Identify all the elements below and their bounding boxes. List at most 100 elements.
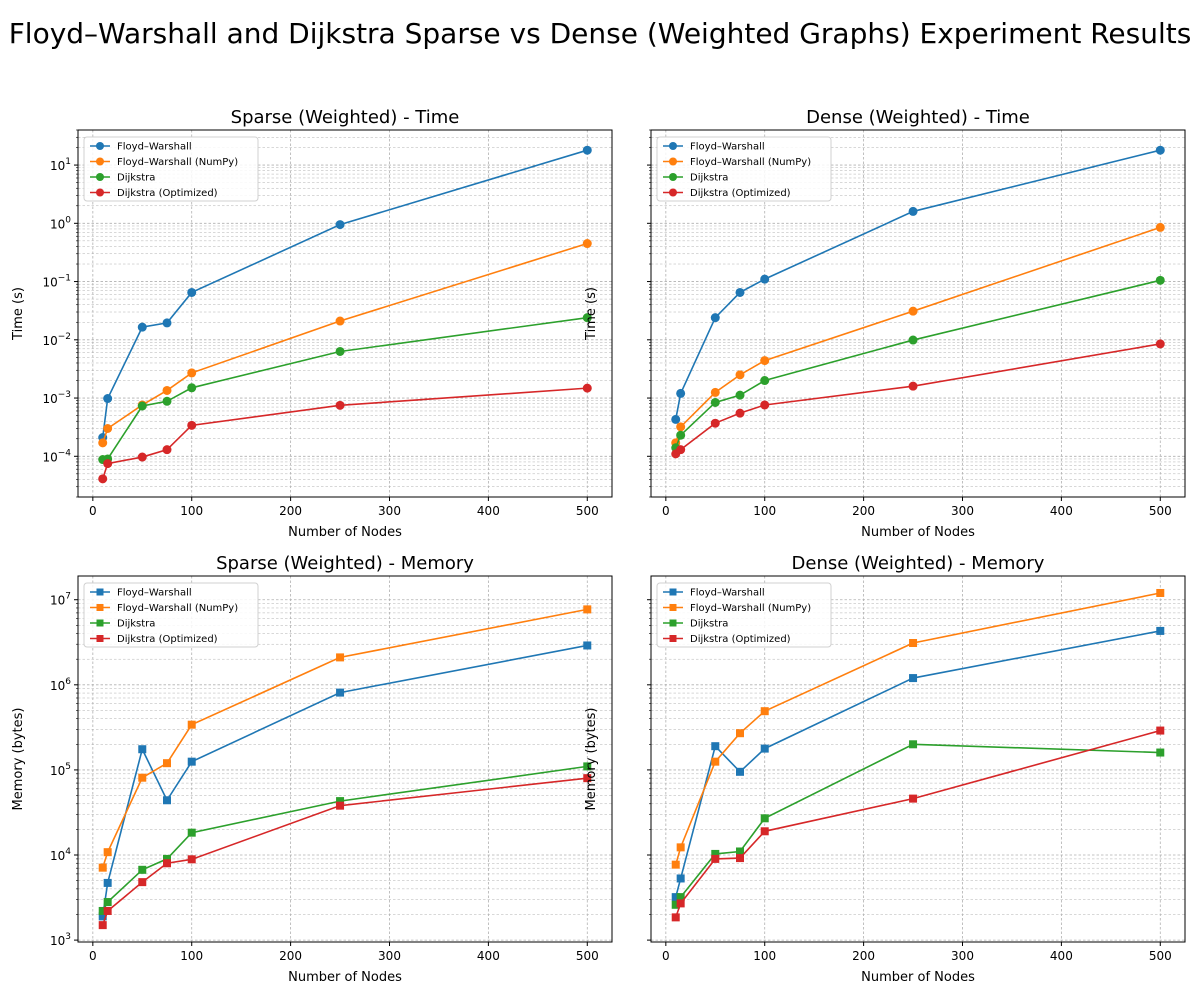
data-point: [1156, 748, 1165, 757]
series-2: [671, 275, 1165, 453]
grid: [78, 576, 612, 942]
data-point: [908, 306, 918, 316]
data-point: [103, 394, 113, 404]
data-point: [760, 356, 770, 366]
data-point: [736, 854, 744, 863]
legend-swatch-marker: [669, 635, 677, 642]
data-point: [760, 376, 770, 386]
series-2: [98, 313, 592, 465]
data-point: [676, 430, 686, 440]
y-tick-exponent: 3: [65, 932, 71, 942]
data-point: [711, 757, 720, 766]
y-axis-label: Time (s): [11, 287, 26, 341]
data-point: [98, 474, 108, 484]
x-tick-label: 100: [753, 504, 776, 518]
data-point: [676, 843, 685, 852]
legend-label: Floyd–Warshall: [690, 142, 765, 153]
legend-box: [83, 582, 259, 648]
legend-label: Dijkstra (Optimized): [690, 634, 791, 645]
legend-label: Dijkstra: [117, 619, 155, 630]
series-line: [101, 644, 588, 917]
legend-label: Dijkstra: [690, 173, 728, 184]
chart-title: Sparse (Weighted) - Time: [231, 107, 460, 128]
data-point: [187, 287, 197, 297]
x-tick-label: 300: [378, 949, 401, 963]
data-point: [163, 759, 171, 768]
data-point: [1156, 588, 1165, 597]
axes-frame: [77, 575, 613, 943]
x-tick-label: 400: [477, 949, 500, 963]
data-point: [98, 912, 107, 921]
series-3: [98, 383, 592, 484]
axes-frame: [77, 129, 613, 498]
x-tick-label: 0: [89, 949, 97, 963]
legend-swatch-marker: [96, 604, 104, 611]
data-point: [908, 206, 918, 216]
data-point: [711, 849, 720, 858]
y-tick-label: 10−3: [42, 390, 71, 406]
legend-label: Dijkstra (Optimized): [117, 634, 218, 645]
x-axis-label: Number of Nodes: [288, 525, 402, 540]
data-point: [162, 385, 172, 395]
figure-title: Floyd–Warshall and Dijkstra Sparse vs De…: [9, 17, 1192, 50]
data-point: [676, 874, 685, 883]
data-point: [909, 674, 918, 683]
legend-swatch-marker: [96, 157, 104, 166]
legend-label: Floyd–Warshall (NumPy): [117, 603, 238, 614]
series-0: [671, 626, 1165, 902]
series-3: [671, 339, 1165, 459]
data-point: [335, 220, 345, 230]
y-tick-label: 104: [50, 847, 71, 863]
data-point: [162, 396, 172, 406]
chart-title: Dense (Weighted) - Time: [806, 107, 1030, 128]
series-3: [98, 774, 592, 930]
grid: [78, 129, 612, 498]
series-0: [98, 145, 592, 443]
data-point: [1155, 222, 1165, 232]
y-tick-label: 10−2: [42, 332, 71, 348]
data-point: [711, 742, 720, 751]
data-point: [671, 913, 680, 922]
series-line: [674, 279, 1161, 449]
data-point: [760, 707, 769, 716]
data-point: [736, 847, 744, 856]
series-1: [98, 605, 592, 872]
data-point: [908, 335, 918, 345]
axes-frame: [650, 129, 1186, 498]
data-point: [336, 797, 345, 806]
legend: Floyd–Warshall Floyd–Warshall (NumPy) Dijk…: [656, 136, 832, 202]
series-3: [671, 726, 1165, 922]
data-point: [336, 801, 345, 810]
y-tick-exponent: 7: [65, 592, 71, 602]
data-point: [163, 854, 171, 863]
data-point: [582, 383, 592, 393]
data-point: [103, 459, 113, 469]
data-point: [98, 921, 107, 930]
data-point: [187, 420, 197, 430]
data-point: [735, 370, 745, 380]
y-tick-exponent: −4: [58, 448, 72, 458]
series-1: [98, 239, 592, 448]
y-axis-label: Memory (bytes): [584, 708, 599, 811]
series-0: [671, 145, 1165, 424]
data-point: [187, 828, 196, 837]
data-point: [671, 860, 680, 869]
legend-label: Dijkstra: [690, 619, 728, 630]
data-point: [735, 408, 745, 418]
series-line: [101, 242, 588, 444]
chart-title: Sparse (Weighted) - Memory: [216, 553, 474, 574]
x-tick-label: 400: [477, 504, 500, 518]
data-point: [137, 322, 147, 332]
legend: Floyd–Warshall Floyd–Warshall (NumPy) Dijk…: [656, 582, 832, 648]
series-2: [671, 740, 1165, 909]
data-point: [671, 900, 680, 909]
legend-swatch-marker: [669, 604, 677, 611]
data-point: [710, 313, 720, 323]
data-point: [187, 855, 196, 864]
x-tick-label: 100: [180, 504, 203, 518]
y-tick-label: 101: [50, 157, 71, 173]
x-tick-label: 500: [576, 949, 599, 963]
panels: 0 100 200 300 400 50010−410−310−210−1100101Sp…: [11, 107, 1186, 985]
data-point: [335, 346, 345, 356]
data-point: [676, 388, 686, 398]
